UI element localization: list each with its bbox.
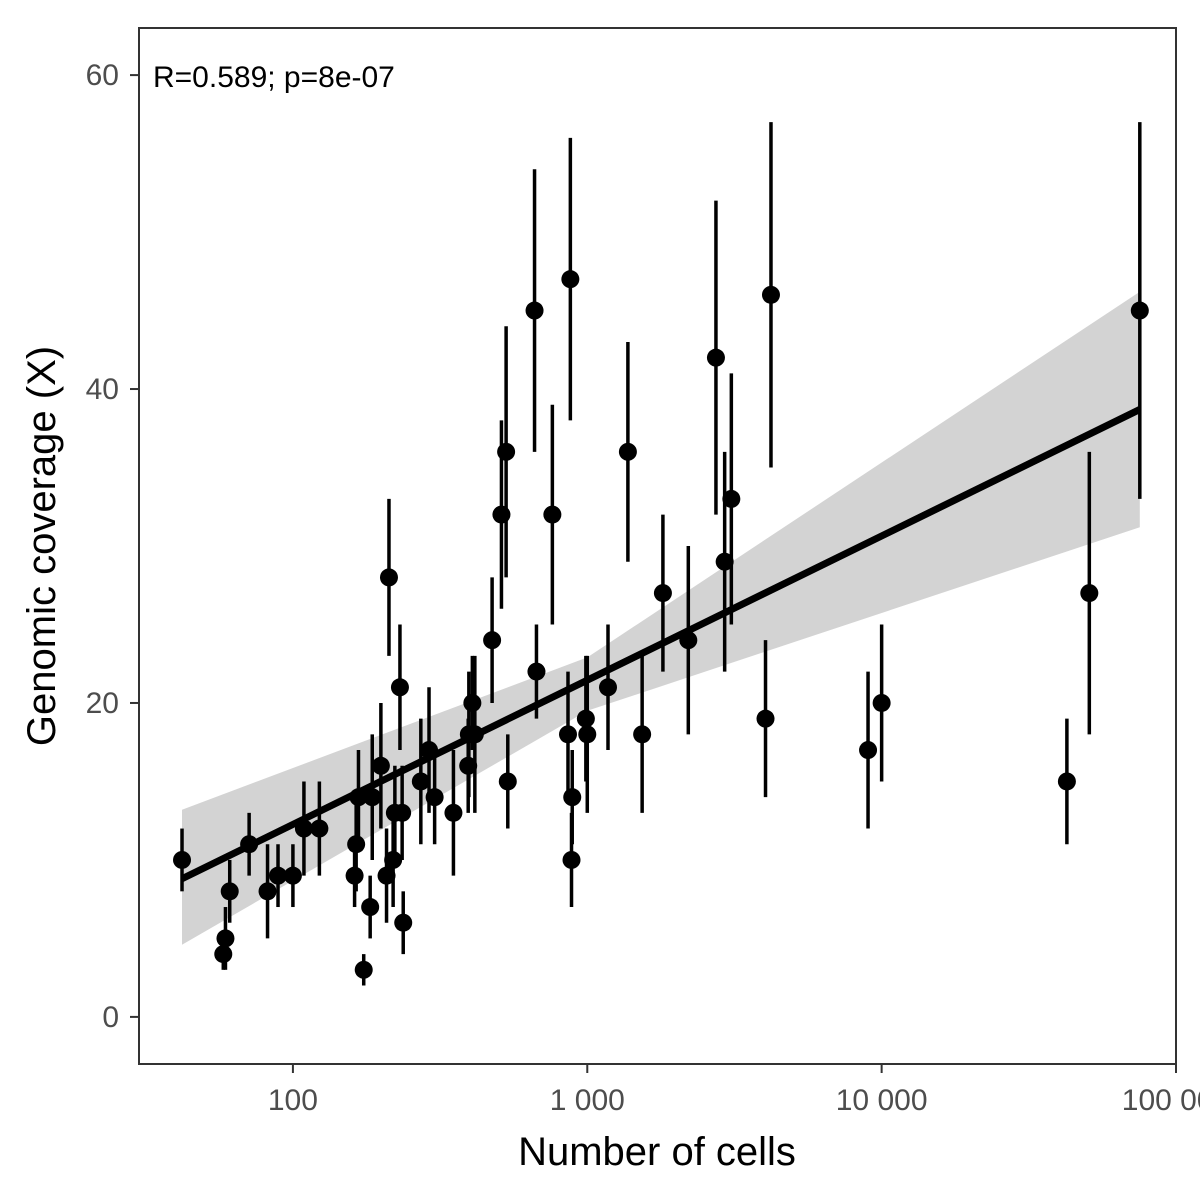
data-point — [390, 678, 409, 697]
data-point — [706, 348, 725, 367]
data-point — [756, 709, 775, 728]
data-point — [363, 788, 382, 807]
data-point — [578, 725, 597, 744]
data-point — [527, 662, 546, 681]
y-tick-label: 60 — [86, 59, 119, 92]
data-point — [258, 882, 277, 901]
data-point — [371, 756, 390, 775]
x-axis: 100 1 000 10 000 100 000 — [268, 1064, 1200, 1117]
data-point — [1130, 301, 1149, 320]
x-tick-label: 100 000 — [1122, 1084, 1200, 1117]
data-point — [269, 866, 288, 885]
regression-line-layer — [180, 406, 1142, 882]
data-point — [444, 803, 463, 822]
y-axis-title: Genomic coverage (X) — [20, 346, 64, 746]
data-point — [463, 693, 482, 712]
data-point — [425, 788, 444, 807]
data-point — [361, 898, 380, 917]
y-tick-label: 20 — [86, 687, 119, 720]
data-point — [497, 442, 516, 461]
data-point — [393, 803, 412, 822]
data-point — [1057, 772, 1076, 791]
data-point — [216, 929, 235, 948]
data-point — [173, 850, 192, 869]
regression-line — [180, 406, 1142, 882]
data-point — [1080, 584, 1099, 603]
data-point — [653, 584, 672, 603]
data-point — [562, 850, 581, 869]
data-point — [859, 741, 878, 760]
data-point — [483, 631, 502, 650]
data-point — [498, 772, 517, 791]
correlation-annotation: R=0.589; p=8e-07 — [153, 61, 395, 94]
data-point — [377, 866, 396, 885]
data-point — [379, 568, 398, 587]
data-point — [214, 945, 233, 964]
y-tick-label: 40 — [86, 373, 119, 406]
plot-panel-border — [138, 27, 1177, 1065]
data-point — [394, 913, 413, 932]
data-point — [354, 960, 373, 979]
data-point — [283, 866, 302, 885]
x-axis-title: Number of cells — [518, 1130, 796, 1174]
data-point — [618, 442, 637, 461]
data-point — [525, 301, 544, 320]
data-point — [599, 678, 618, 697]
y-axis: 0 20 40 60 — [86, 59, 139, 1034]
data-point — [465, 725, 484, 744]
data-point — [679, 631, 698, 650]
data-point — [349, 788, 368, 807]
data-point — [715, 552, 734, 571]
data-point — [294, 819, 313, 838]
y-tick-label: 0 — [102, 1001, 119, 1034]
data-point — [722, 489, 741, 508]
data-point — [240, 835, 259, 854]
data-point — [563, 788, 582, 807]
data-point — [411, 772, 430, 791]
data-point — [872, 693, 891, 712]
data-point — [310, 819, 329, 838]
data-point — [558, 725, 577, 744]
data-point — [633, 725, 652, 744]
data-point — [347, 835, 366, 854]
data-point — [761, 285, 780, 304]
data-point — [220, 882, 239, 901]
data-point — [543, 505, 562, 524]
x-tick-label: 100 — [268, 1084, 318, 1117]
x-tick-label: 10 000 — [836, 1084, 928, 1117]
x-tick-label: 1 000 — [550, 1084, 625, 1117]
data-points-layer — [173, 122, 1149, 986]
data-point — [561, 270, 580, 289]
